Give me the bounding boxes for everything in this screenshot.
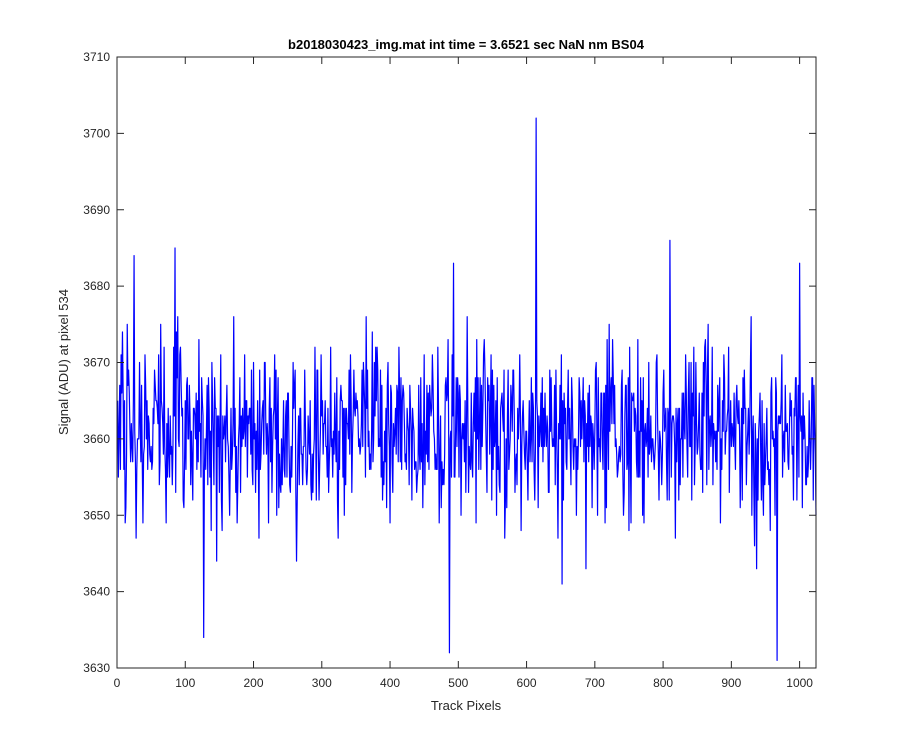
y-tick-label: 3670 <box>83 356 110 370</box>
y-tick-label: 3700 <box>83 126 110 140</box>
series-layer <box>117 117 817 661</box>
x-tick-label: 200 <box>244 676 264 690</box>
x-tick-label: 700 <box>585 676 605 690</box>
y-tick-label: 3680 <box>83 279 110 293</box>
x-tick-label: 900 <box>721 676 741 690</box>
x-tick-label: 100 <box>175 676 195 690</box>
y-tick-label: 3660 <box>83 432 110 446</box>
x-tick-label: 1000 <box>786 676 813 690</box>
x-tick-label: 500 <box>448 676 468 690</box>
y-tick-label: 3640 <box>83 585 110 599</box>
series-line <box>117 117 817 661</box>
x-tick-label: 300 <box>312 676 332 690</box>
y-tick-label: 3650 <box>83 508 110 522</box>
y-axis: 3630 3640 3650 3660 3670 3680 3690 3700 3710 <box>83 50 816 675</box>
y-tick-label: 3630 <box>83 661 110 675</box>
x-tick-label: 600 <box>517 676 537 690</box>
x-tick-label: 0 <box>114 676 121 690</box>
y-tick-label: 3690 <box>83 203 110 217</box>
x-axis: 0 100 200 300 400 500 600 700 800 900 1000 <box>114 57 813 690</box>
x-tick-label: 800 <box>653 676 673 690</box>
y-axis-label: Signal (ADU) at pixel 534 <box>56 289 71 435</box>
x-axis-label: Track Pixels <box>431 698 502 713</box>
y-tick-label: 3710 <box>83 50 110 64</box>
x-tick-label: 400 <box>380 676 400 690</box>
chart-title: b2018030423_img.mat int time = 3.6521 se… <box>288 37 645 52</box>
